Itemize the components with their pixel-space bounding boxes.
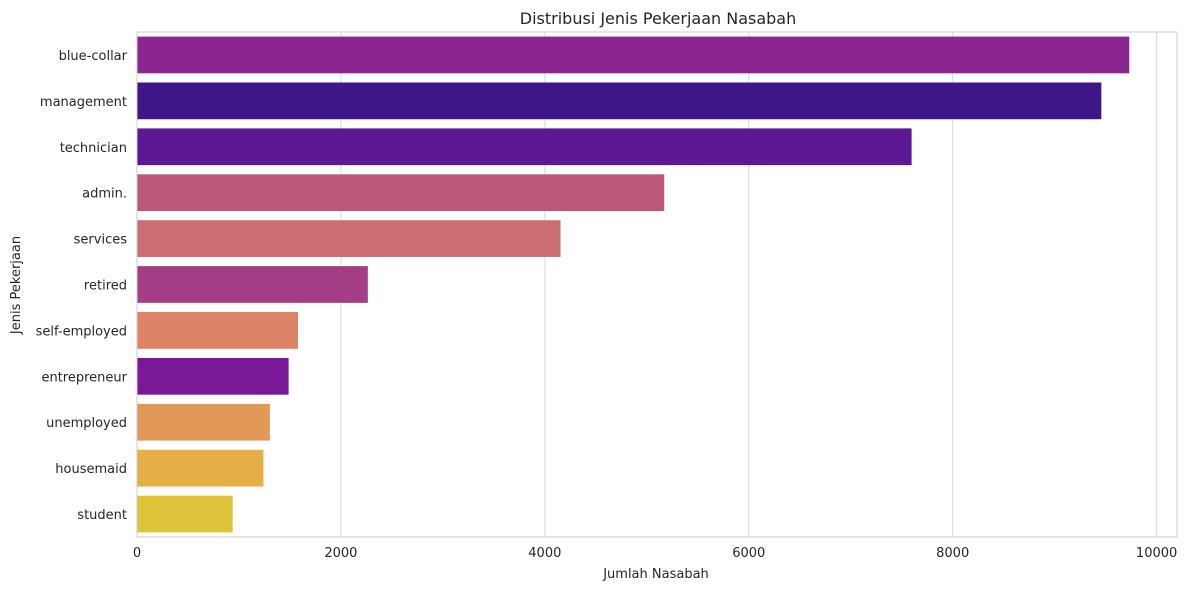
y-tick-label: student (77, 508, 127, 523)
bar-admin (137, 174, 665, 212)
y-tick-label: retired (84, 279, 127, 294)
x-axis-label: Jumlah Nasabah (602, 567, 709, 582)
bar-student (137, 495, 233, 533)
y-tick-label: admin. (82, 187, 127, 202)
bar-technician (137, 128, 912, 166)
y-tick-label: unemployed (46, 416, 127, 431)
y-tick-labels: blue-collar management technician admin. ser… (36, 49, 128, 523)
bars (137, 36, 1130, 533)
y-tick-label: entrepreneur (41, 370, 127, 385)
x-tick-label: 4000 (528, 546, 561, 561)
bar-blue-collar (137, 36, 1130, 74)
y-tick-label: self-employed (36, 324, 127, 339)
y-tick-label: blue-collar (59, 49, 128, 64)
y-axis-label: Jenis Pekerjaan (9, 236, 24, 335)
bar-self-employed (137, 312, 298, 349)
y-tick-label: management (40, 95, 127, 110)
bar-services (137, 220, 561, 257)
y-tick-label: housemaid (55, 462, 127, 477)
y-tick-label: technician (60, 141, 127, 156)
x-tick-labels: 0 2000 4000 6000 8000 10000 (133, 546, 1177, 561)
bar-retired (137, 266, 368, 303)
bar-unemployed (137, 403, 270, 441)
x-tick-label: 10000 (1136, 546, 1177, 561)
x-tick-label: 0 (133, 546, 141, 561)
x-tick-label: 2000 (324, 546, 357, 561)
bar-management (137, 82, 1102, 120)
bar-housemaid (137, 449, 264, 487)
bar-entrepreneur (137, 357, 289, 395)
x-tick-label: 6000 (732, 546, 765, 561)
x-tick-label: 8000 (936, 546, 969, 561)
y-tick-label: services (74, 233, 128, 248)
plot-frame (136, 31, 1178, 538)
chart-title: Distribusi Jenis Pekerjaan Nasabah (520, 9, 796, 28)
